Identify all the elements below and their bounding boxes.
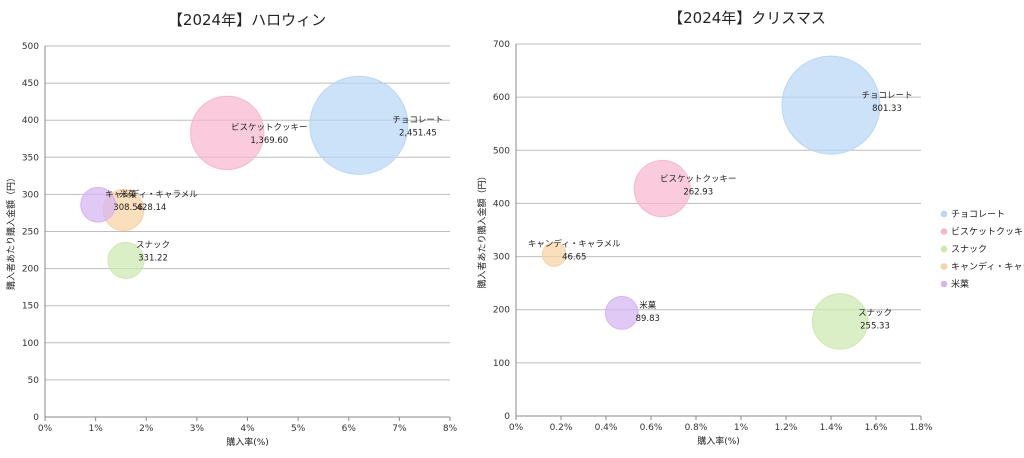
bubble xyxy=(811,293,869,350)
x-tick-label: 6% xyxy=(342,424,357,434)
y-tick-label: 300 xyxy=(493,253,510,263)
bubble xyxy=(190,95,265,170)
bubble-name-label: ビスケットクッキー xyxy=(660,175,737,185)
y-tick-label: 200 xyxy=(493,306,510,316)
y-tick-label: 500 xyxy=(22,42,39,52)
x-tick-label: 3% xyxy=(190,424,205,434)
bubble-value-label: 428.14 xyxy=(137,203,167,213)
y-tick-label: 600 xyxy=(493,93,510,103)
x-tick-label: 2% xyxy=(139,424,154,434)
legend-item-label: スナック xyxy=(951,244,987,255)
bubble-name-label: ビスケットクッキー xyxy=(231,123,308,133)
bubble-value-label: 2,451.45 xyxy=(399,128,437,138)
bubble xyxy=(604,295,639,330)
y-tick-label: 100 xyxy=(22,339,39,349)
x-tick-label: 7% xyxy=(392,424,407,434)
y-axis-label: 購入者あたり購入金額（円） xyxy=(476,171,488,288)
x-axis-label: 購入率(%) xyxy=(697,435,740,447)
x-tick-label: 1.6% xyxy=(865,423,888,433)
x-tick-label: 1.4% xyxy=(820,423,843,433)
y-tick-label: 250 xyxy=(22,228,39,238)
bubble xyxy=(80,186,117,223)
legend-item-label: チョコレート xyxy=(951,209,1005,220)
bubble xyxy=(107,241,145,279)
x-tick-label: 5% xyxy=(291,424,306,434)
legend-item-label: キャンディ・キャラメル xyxy=(951,261,1024,273)
bubble-name-label: チョコレート xyxy=(392,115,443,125)
bubble xyxy=(781,55,881,155)
bubble-name-label: キャンディ・キャラメル xyxy=(528,238,621,249)
y-axis-label: 購入者あたり購入金額（円） xyxy=(5,173,17,290)
y-tick-label: 350 xyxy=(22,153,39,163)
legend-item-label: 米菓 xyxy=(951,278,969,290)
x-tick-label: 0.2% xyxy=(550,423,573,433)
chart-title: 【2024年】ハロウィン xyxy=(168,11,326,29)
x-tick-label: 0% xyxy=(38,424,53,434)
bubble-value-label: 1,369.60 xyxy=(250,136,288,146)
x-tick-label: 1% xyxy=(88,424,103,434)
y-tick-label: 700 xyxy=(493,40,510,50)
bubble-value-label: 308.56 xyxy=(113,203,143,213)
bubble xyxy=(541,242,567,267)
y-tick-label: 450 xyxy=(22,79,39,89)
y-tick-label: 150 xyxy=(22,302,39,312)
x-tick-label: 0% xyxy=(509,423,524,433)
chart-title: 【2024年】クリスマス xyxy=(668,9,826,27)
legend-item-label: ビスケットクッキー xyxy=(951,227,1024,238)
x-tick-label: 0.8% xyxy=(685,423,708,433)
bubble-name-label: 米菓 xyxy=(639,300,657,311)
x-tick-label: 8% xyxy=(443,424,458,434)
legend-marker xyxy=(940,210,948,218)
bubble xyxy=(633,159,691,218)
y-tick-label: 100 xyxy=(493,359,510,369)
bubble-value-label: 46.65 xyxy=(562,252,586,262)
y-tick-label: 300 xyxy=(22,190,39,200)
x-tick-label: 4% xyxy=(240,424,255,434)
y-tick-label: 0 xyxy=(33,413,39,423)
y-tick-label: 500 xyxy=(493,146,510,156)
x-tick-label: 0.4% xyxy=(595,423,618,433)
bubble-value-label: 331.22 xyxy=(138,253,168,263)
bubble-name-label: キャンディ・キャラメル xyxy=(105,189,198,200)
legend-marker xyxy=(940,263,948,270)
bubble-name-label: チョコレート xyxy=(861,91,912,101)
y-tick-label: 400 xyxy=(493,199,510,209)
legend-marker xyxy=(940,245,948,253)
x-tick-label: 1.2% xyxy=(775,423,798,433)
legend-marker xyxy=(940,280,948,288)
bubble-value-label: 89.83 xyxy=(636,314,660,324)
y-tick-label: 400 xyxy=(22,116,39,126)
x-tick-label: 0.6% xyxy=(640,423,663,433)
bubble-value-label: 262.93 xyxy=(683,188,713,198)
x-axis-label: 購入率(%) xyxy=(226,436,269,448)
x-tick-label: 1% xyxy=(734,423,749,433)
bubble-value-label: 255.33 xyxy=(860,321,890,331)
bubble-value-label: 801.33 xyxy=(872,104,902,114)
bubble-name-label: 米菓 xyxy=(120,189,138,200)
legend-marker xyxy=(940,228,948,235)
y-tick-label: 50 xyxy=(28,376,40,386)
bubble-name-label: スナック xyxy=(136,240,170,250)
y-tick-label: 200 xyxy=(22,265,39,275)
x-tick-label: 1.8% xyxy=(910,423,933,433)
bubble-name-label: スナック xyxy=(858,308,892,318)
bubble xyxy=(309,75,409,175)
y-tick-label: 0 xyxy=(504,412,510,422)
